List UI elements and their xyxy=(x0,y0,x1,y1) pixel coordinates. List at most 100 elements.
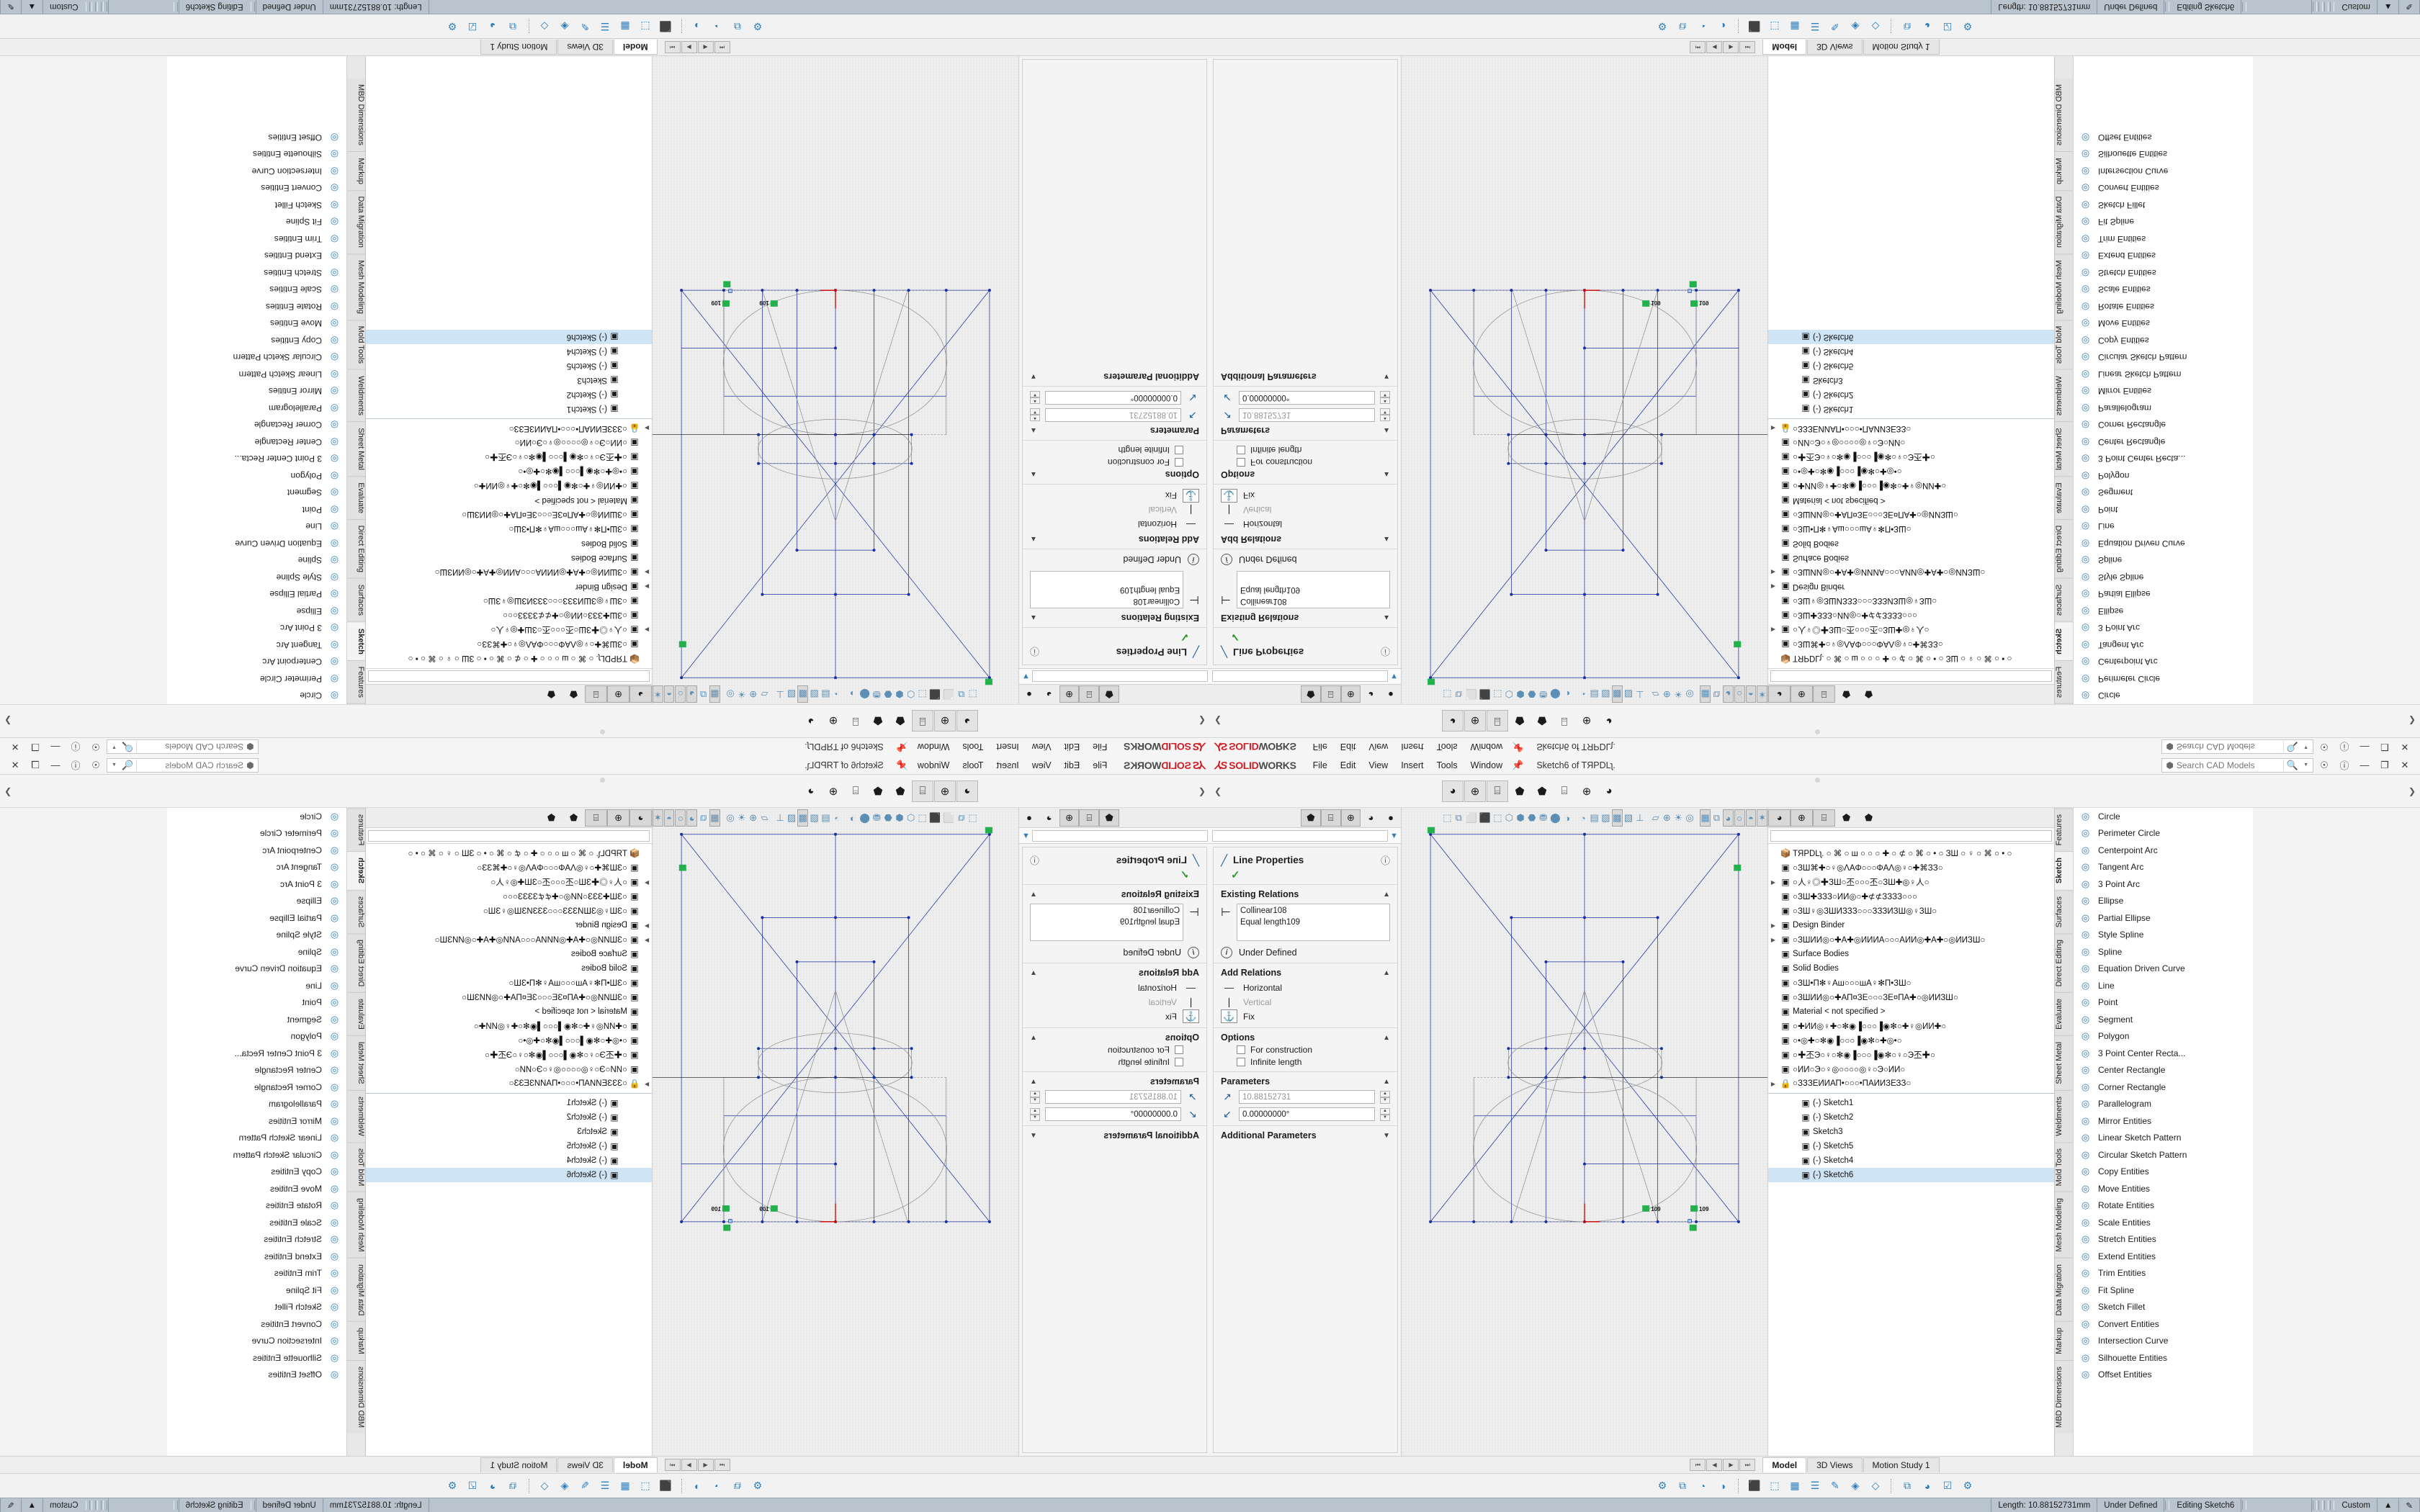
ribbon-tab-mbd-dimensions[interactable]: MBD Dimensions xyxy=(347,78,365,153)
menu-item-view[interactable]: View xyxy=(1031,760,1052,770)
dimxpert-tab[interactable]: ⬟ xyxy=(569,689,578,701)
section-additional-parameters[interactable]: Additional Parameters ▼ xyxy=(1023,367,1206,387)
tool-move-entities[interactable]: ◎ Move Entities xyxy=(2074,1180,2253,1197)
add-relation-vertical[interactable]: ❘ Vertical xyxy=(1221,995,1390,1009)
appearances-icon[interactable]: ◕ xyxy=(1442,780,1464,802)
chevron-up-icon[interactable]: ▲ xyxy=(1030,613,1037,622)
tree-node[interactable]: ▣ Material < not specified > xyxy=(1768,493,2054,508)
configuration-tab[interactable]: ⌸ xyxy=(1813,809,1835,827)
check-sketch-icon[interactable]: ◔ xyxy=(1699,1480,1706,1492)
sketch-settings-icon[interactable]: ◑ xyxy=(694,20,701,32)
display-manager-tab[interactable]: ● xyxy=(1026,689,1032,700)
display-manager-tab[interactable]: ⬟ xyxy=(547,811,556,823)
restore-icon[interactable]: ❐ xyxy=(31,759,40,770)
sketch-tool-list[interactable]: ◎ Circle ◎ Perimeter Circle ◎ Centerpoint Arc… xyxy=(2073,808,2253,1456)
tab-nav-button-1[interactable]: ◀ xyxy=(1706,41,1723,53)
length-stepper[interactable]: ▲ ▼ xyxy=(1030,1090,1040,1104)
chevron-up-icon[interactable]: ▲ xyxy=(1030,968,1037,977)
tool-parallelogram[interactable]: ◎ Parallelogram xyxy=(2074,400,2253,417)
ribbon-tab-data-migration[interactable]: Data Migration xyxy=(2055,1257,2073,1322)
tab-3d-views[interactable]: 3D Views xyxy=(557,40,613,55)
sketch-tool-list[interactable]: ◎ Circle ◎ Perimeter Circle ◎ Centerpoint Arc… xyxy=(167,56,347,704)
angle-stepper[interactable]: ▲ ▼ xyxy=(1380,391,1390,405)
tool-centerpoint-arc[interactable]: ◎ Centerpoint Arc xyxy=(167,654,346,671)
tool-circle[interactable]: ◎ Circle xyxy=(2074,808,2253,825)
tool-perimeter-circle[interactable]: ◎ Perimeter Circle xyxy=(2074,825,2253,842)
layers-icon[interactable]: ◇ xyxy=(1871,21,1880,32)
tool-scale-entities[interactable]: ◎ Scale Entities xyxy=(167,1214,346,1231)
tree-node[interactable]: ▣ Surface Bodies xyxy=(1768,947,2054,961)
tab-nav-button-0[interactable]: ⏮ xyxy=(714,41,730,53)
tool-circular-sketch-pattern[interactable]: ◎ Circular Sketch Pattern xyxy=(167,349,346,366)
length-stepper[interactable]: ▲ ▼ xyxy=(1380,1090,1390,1104)
tool-point[interactable]: ◎ Point xyxy=(2074,994,2253,1012)
feature-manager-icon[interactable]: ⬟ xyxy=(895,785,905,798)
checkbox[interactable] xyxy=(1175,458,1183,467)
tool-tangent-arc[interactable]: ◎ Tangent Arc xyxy=(167,636,346,654)
checkbox[interactable] xyxy=(1237,446,1245,454)
appearance-manager-icon[interactable]: ◕ xyxy=(807,785,815,797)
close-icon[interactable]: ✕ xyxy=(2401,742,2409,753)
search-input[interactable] xyxy=(137,742,244,752)
ribbon-tab-weldments[interactable]: Weldments xyxy=(2055,1089,2073,1142)
section-additional-parameters[interactable]: Additional Parameters ▼ xyxy=(1214,1125,1397,1145)
property-manager-tab[interactable]: ⌸ xyxy=(1320,809,1341,827)
existing-relations-list[interactable]: Collinear108 Equal length109 xyxy=(1236,904,1390,941)
tool-parallelogram[interactable]: ◎ Parallelogram xyxy=(2074,1096,2253,1113)
tool-mirror-entities[interactable]: ◎ Mirror Entities xyxy=(167,1112,346,1130)
configuration-icon[interactable]: ⌸ xyxy=(911,710,933,732)
tool-polygon[interactable]: ◎ Polygon xyxy=(167,1028,346,1045)
part-tree-icon[interactable]: ⬟ xyxy=(1537,785,1547,798)
tool-offset-entities[interactable]: ◎ Offset Entities xyxy=(167,1367,346,1384)
chevron-down-icon[interactable]: ▼ xyxy=(1030,1131,1037,1140)
section-icon[interactable]: ◈ xyxy=(1851,1480,1860,1491)
tree-node[interactable]: ▣ (-) Sketch1 xyxy=(1768,402,2054,416)
tool-stretch-entities[interactable]: ◎ Stretch Entities xyxy=(2074,264,2253,282)
tool-extend-entities[interactable]: ◎ Extend Entities xyxy=(167,1248,346,1265)
tool-line[interactable]: ◎ Line xyxy=(2074,518,2253,536)
sketch-tool-list[interactable]: ◎ Circle ◎ Perimeter Circle ◎ Centerpoint Arc… xyxy=(167,808,347,1456)
left-filter-input[interactable] xyxy=(1031,670,1208,683)
tool-offset-entities[interactable]: ◎ Offset Entities xyxy=(167,129,346,146)
display-state-icon[interactable]: ⊕ xyxy=(1464,780,1487,802)
check-icon[interactable]: ✓ xyxy=(1180,869,1189,881)
add-relation-vertical[interactable]: ❘ Vertical xyxy=(1030,503,1199,517)
checkbox[interactable] xyxy=(1175,1058,1183,1066)
tree-rollback-bar[interactable] xyxy=(1768,418,2054,419)
tree-node[interactable]: ▣ (-) Sketch6 xyxy=(1768,1168,2054,1182)
tool-intersection-curve[interactable]: ◎ Intersection Curve xyxy=(167,1333,346,1350)
tree-node[interactable]: ▣ ○•◎✚○✻◉▐○○○▐◉✻○✚◎•○ xyxy=(366,464,652,479)
checkbox[interactable] xyxy=(1175,446,1183,454)
collapse-right-icon[interactable]: ❯ xyxy=(2408,716,2416,726)
help-icon[interactable]: ⓘ xyxy=(1030,855,1040,866)
tab-nav-button-2[interactable]: ▶ xyxy=(681,1459,697,1471)
restore-icon[interactable]: ❐ xyxy=(2380,742,2389,753)
tree-node[interactable]: ▣ Sketch3 xyxy=(366,373,652,387)
relation-item[interactable]: Equal length109 xyxy=(1240,585,1301,595)
tab-nav-buttons[interactable]: ⏮ ◀ ▶ ⏭ xyxy=(664,1459,730,1471)
chevron-right-icon[interactable]: ▶ xyxy=(1770,878,1776,886)
feature-tree-filter-input[interactable] xyxy=(368,670,650,683)
check-icon[interactable]: ☑ xyxy=(467,1480,478,1491)
tree-node[interactable]: ▣ (-) Sketch1 xyxy=(366,1096,652,1110)
dimxpert-tab[interactable]: ⬟ xyxy=(1842,689,1851,701)
mass-properties-icon[interactable]: ◕ xyxy=(1924,1480,1931,1492)
chevron-right-icon[interactable]: ▶ xyxy=(644,936,650,943)
tool-tangent-arc[interactable]: ◎ Tangent Arc xyxy=(2074,859,2253,876)
tool-parallelogram[interactable]: ◎ Parallelogram xyxy=(167,1096,346,1113)
tool-perimeter-circle[interactable]: ◎ Perimeter Circle xyxy=(167,670,346,688)
relation-item[interactable]: Equal length109 xyxy=(1240,917,1301,927)
tree-node[interactable]: ▶ ▣ ○人♀◎✚ЗШ○丕○○○丕○ЗШ✚◎♀人○ xyxy=(1768,623,2054,637)
chevron-up-icon[interactable]: ▲ xyxy=(1030,1077,1037,1086)
property-manager-tab[interactable]: ⊕ xyxy=(1791,809,1813,827)
minimize-icon[interactable]: — xyxy=(2360,742,2370,752)
horizontal-icon[interactable]: — xyxy=(1224,519,1234,530)
view-sketch-icon[interactable]: ▦ xyxy=(1700,809,1711,827)
tab-nav-buttons[interactable]: ⏮ ◀ ▶ ⏭ xyxy=(664,41,730,53)
tree-node[interactable]: ▣ Solid Bodies xyxy=(1768,536,2054,551)
shadow-icon[interactable]: ☰ xyxy=(600,1480,610,1491)
tool-convert-entities[interactable]: ◎ Convert Entities xyxy=(167,180,346,197)
feature-manager-tab[interactable]: ◕ xyxy=(629,685,652,703)
display-style-icon[interactable]: ▦ xyxy=(1790,21,1800,32)
chevron-down-icon[interactable]: ▼ xyxy=(112,762,117,768)
